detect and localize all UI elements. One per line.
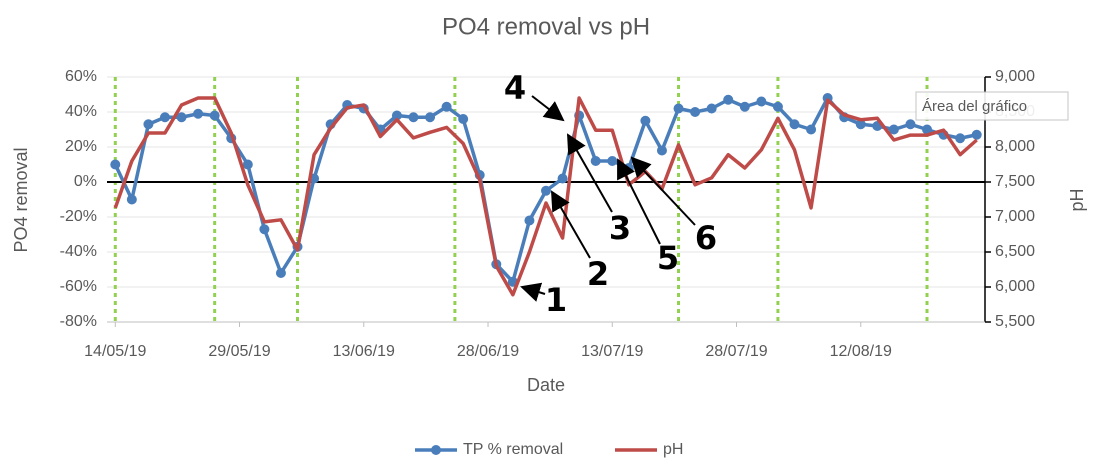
- y-tick-label: -60%: [60, 278, 97, 295]
- data-point: [193, 108, 204, 119]
- data-point: [905, 119, 916, 130]
- annotation-arrow: [531, 95, 565, 122]
- y2-tick-label: 6,000: [995, 278, 1035, 295]
- annotation: 2: [587, 255, 609, 293]
- data-point: [789, 119, 800, 130]
- data-point: [739, 101, 750, 112]
- chart-title: PO4 removal vs pH: [442, 13, 650, 40]
- data-point: [656, 145, 667, 156]
- annotation-arrow: [551, 190, 591, 259]
- data-point: [888, 124, 899, 135]
- data-point: [541, 185, 551, 196]
- y2-tick-label: 7,000: [995, 208, 1035, 225]
- legend-label: TP % removal: [463, 441, 563, 458]
- y-tick-label: 60%: [65, 68, 97, 85]
- data-point: [425, 112, 436, 123]
- y-axis-label: PO4 removal: [11, 147, 31, 252]
- data-point: [176, 112, 187, 123]
- tooltip: Área del gráfico: [922, 98, 1027, 115]
- data-point: [408, 112, 419, 123]
- x-tick-label: 14/05/19: [84, 343, 146, 360]
- x-axis-label: Date: [527, 375, 565, 395]
- data-point: [259, 224, 270, 235]
- data-point: [706, 103, 717, 114]
- annotation: 4: [504, 69, 526, 107]
- data-point: [673, 103, 684, 114]
- y2-tick-label: 6,500: [995, 243, 1035, 260]
- annotation: 3: [609, 209, 631, 247]
- y2-tick-label: 5,500: [995, 313, 1035, 330]
- annotation-arrow: [630, 156, 696, 226]
- y2-axis-label: pH: [1067, 188, 1087, 211]
- y-tick-label: 0%: [74, 173, 97, 190]
- y-tick-label: -20%: [60, 208, 97, 225]
- data-point: [756, 96, 767, 107]
- data-point: [640, 115, 651, 126]
- tooltip-box: [915, 91, 1069, 121]
- data-point: [441, 101, 452, 112]
- y-tick-label: 20%: [65, 138, 97, 155]
- annotation: 6: [695, 219, 717, 257]
- data-point: [143, 119, 154, 130]
- data-point: [209, 110, 220, 121]
- data-point: [126, 194, 137, 205]
- annotation: 5: [657, 239, 679, 277]
- data-point: [557, 173, 568, 184]
- data-point: [971, 129, 982, 140]
- y-tick-label: -80%: [60, 313, 97, 330]
- data-point: [806, 124, 817, 135]
- y2-tick-label: 8,000: [995, 138, 1035, 155]
- data-point: [458, 114, 469, 124]
- data-point: [922, 124, 933, 135]
- annotation-arrow: [567, 133, 613, 213]
- annotation: 1: [545, 281, 567, 319]
- data-point: [391, 110, 402, 121]
- data-point: [242, 159, 253, 170]
- annotation-arrow: [520, 282, 546, 302]
- data-point: [690, 107, 701, 117]
- data-point: [955, 133, 966, 144]
- x-tick-label: 13/06/19: [333, 343, 395, 360]
- annotation-arrow: [617, 158, 661, 245]
- legend-label: pH: [663, 441, 683, 458]
- x-tick-label: 29/05/19: [208, 343, 270, 360]
- data-point: [772, 101, 783, 112]
- x-tick-label: 13/07/19: [581, 343, 643, 360]
- data-point: [723, 94, 734, 105]
- data-point: [607, 156, 618, 166]
- x-tick-label: 12/08/19: [830, 343, 892, 360]
- x-tick-label: 28/07/19: [705, 343, 767, 360]
- legend-marker: [431, 445, 441, 455]
- y-tick-label: -40%: [60, 243, 97, 260]
- x-tick-label: 28/06/19: [457, 343, 519, 360]
- y-tick-label: 40%: [65, 103, 97, 120]
- y2-tick-label: 9,000: [995, 68, 1035, 85]
- series-line: [113, 96, 978, 297]
- data-point: [110, 159, 121, 170]
- y2-tick-label: 7,500: [995, 173, 1035, 190]
- data-point: [590, 156, 601, 166]
- data-point: [855, 119, 866, 130]
- data-point: [524, 215, 535, 226]
- data-point: [159, 112, 170, 123]
- data-point: [275, 268, 286, 278]
